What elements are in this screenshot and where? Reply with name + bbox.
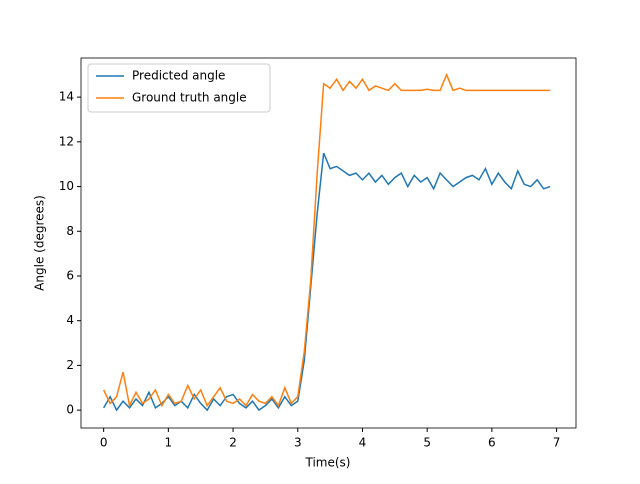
y-tick-label: 2 [66, 358, 74, 372]
x-tick-label: 4 [359, 436, 367, 450]
x-tick-label: 3 [294, 436, 302, 450]
x-tick-label: 7 [553, 436, 561, 450]
y-tick-label: 10 [59, 179, 74, 193]
y-tick-label: 12 [59, 134, 74, 148]
y-axis-label: Angle (degrees) [33, 195, 47, 291]
legend-label: Predicted angle [132, 69, 225, 83]
x-tick-label: 1 [165, 436, 173, 450]
data-line [102, 72, 551, 409]
x-tick-label: 6 [488, 436, 496, 450]
x-tick-label: 5 [423, 436, 431, 450]
y-tick-label: 4 [66, 313, 74, 327]
data-line [103, 152, 551, 412]
y-tick-label: 14 [59, 90, 74, 104]
x-axis-label: Time(s) [305, 456, 351, 470]
plot-frame [80, 57, 577, 429]
y-tick-label: 6 [66, 268, 74, 282]
y-tick-label: 0 [66, 403, 74, 417]
x-tick-label: 2 [229, 436, 237, 450]
y-tick-label: 8 [66, 224, 74, 238]
x-tick-label: 0 [100, 436, 108, 450]
legend-box [87, 63, 271, 113]
legend-label: Ground truth angle [132, 91, 247, 105]
